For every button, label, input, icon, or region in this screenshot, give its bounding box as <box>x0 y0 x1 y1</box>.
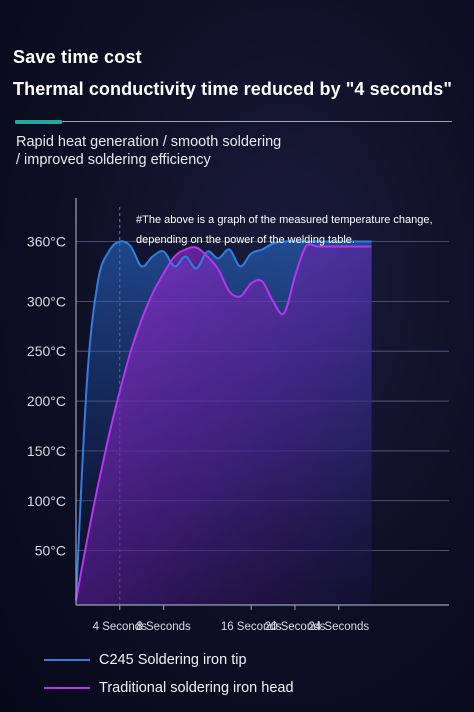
legend-swatch-c245 <box>44 659 90 661</box>
header-title: Save time cost <box>13 47 142 67</box>
divider-accent <box>15 120 62 124</box>
legend-label-c245: C245 Soldering iron tip <box>99 652 247 668</box>
legend-item-c245: C245 Soldering iron tip <box>44 652 247 668</box>
series-area-1 <box>76 244 372 605</box>
legend-item-traditional: Traditional soldering iron head <box>44 680 294 696</box>
chart-note: #The above is a graph of the measured te… <box>136 214 433 246</box>
series-line-0 <box>75 240 372 601</box>
series-areas <box>76 241 372 606</box>
x-tick-label: 24 Seconds <box>308 621 369 633</box>
divider-line <box>62 121 452 122</box>
y-tick-label: 50°C <box>35 543 66 559</box>
y-tick-label: 200°C <box>27 393 66 409</box>
y-tick-label: 300°C <box>27 293 66 309</box>
series-line-1 <box>75 243 372 601</box>
legend-label-traditional: Traditional soldering iron head <box>99 680 294 696</box>
y-tick-label: 100°C <box>27 493 66 509</box>
axes <box>75 198 449 610</box>
series-lines <box>75 240 372 601</box>
y-tick-label: 150°C <box>27 443 66 459</box>
header-subtitle: Thermal conductivity time reduced by "4 … <box>13 79 452 99</box>
tick-labels: 50°C 100°C 150°C 200°C 250°C 300°C 360°C 4 Seco… <box>27 234 369 633</box>
description-text: Rapid heat generation / smooth soldering… <box>16 134 282 168</box>
x-tick-label: 8 Seconds <box>136 621 191 633</box>
legend-swatch-traditional <box>44 687 90 689</box>
y-tick-label: 250°C <box>27 343 66 359</box>
chart-note-line: #The above is a graph of the measured te… <box>136 214 433 226</box>
chart-note-line: depending on the power of the welding ta… <box>136 234 355 246</box>
x-tick-label: 16 Seconds <box>221 621 282 633</box>
x-tick-label: 4 Seconds <box>93 621 148 633</box>
y-tick-label: 360°C <box>27 234 66 250</box>
x-tick-label: 20 Seconds <box>265 621 326 633</box>
